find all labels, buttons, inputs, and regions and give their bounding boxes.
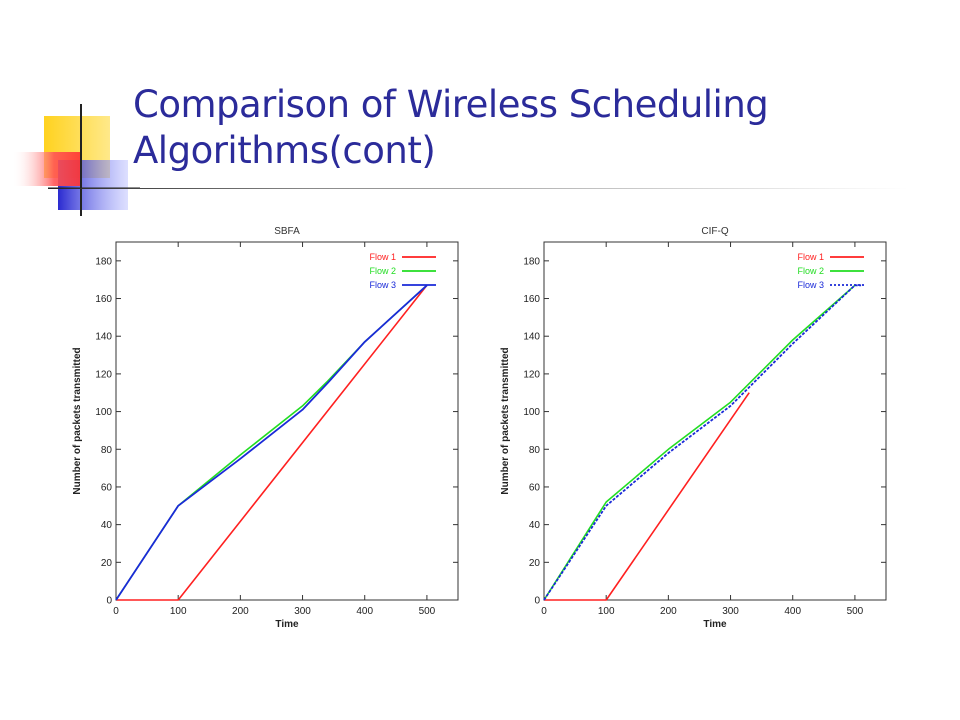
x-axis-label: Time <box>275 619 299 630</box>
y-tick-label: 80 <box>101 445 113 456</box>
y-tick-label: 40 <box>529 520 541 531</box>
plot-frame <box>543 241 887 601</box>
y-tick-label: 180 <box>523 256 540 267</box>
chart-svg: SBFA 0 20 40 60 80 100 120 140 160 180 0 100 200 300 40… <box>72 226 459 630</box>
series-line-flow-1 <box>544 392 750 601</box>
x-axis-label: Time <box>703 619 727 630</box>
deco-red-bar <box>12 152 82 186</box>
chart-svg: CIF-Q 0 20 40 60 80 100 120 140 160 180 0 100 200 300 4… <box>500 226 887 630</box>
x-tick-label: 100 <box>598 606 615 617</box>
y-tick-label: 160 <box>523 294 540 305</box>
y-tick-label: 80 <box>529 445 541 456</box>
x-tick-label: 500 <box>419 606 436 617</box>
y-tick-label: 0 <box>106 596 112 607</box>
y-tick-label: 20 <box>101 558 113 569</box>
y-tick-label: 120 <box>95 369 112 380</box>
x-tick-label: 400 <box>784 606 801 617</box>
x-tick-label: 0 <box>113 606 119 617</box>
x-tick-label: 100 <box>170 606 187 617</box>
y-tick-label: 140 <box>95 332 112 343</box>
x-tick-label: 300 <box>294 606 311 617</box>
legend-label: Flow 1 <box>797 252 824 262</box>
x-tick-label: 300 <box>722 606 739 617</box>
y-tick-label: 60 <box>529 482 541 493</box>
x-tick-label: 200 <box>660 606 677 617</box>
y-tick-label: 0 <box>534 596 540 607</box>
y-tick-label: 40 <box>101 520 113 531</box>
y-tick-label: 100 <box>523 407 540 418</box>
series-line-flow-1 <box>116 284 428 601</box>
y-tick-label: 100 <box>95 407 112 418</box>
x-tick-label: 200 <box>232 606 249 617</box>
y-tick-label: 120 <box>523 369 540 380</box>
chart-sbfa: SBFA 0 20 40 60 80 100 120 140 160 180 0 100 200 300 40… <box>68 214 468 644</box>
legend-label: Flow 2 <box>797 266 824 276</box>
chart-title: CIF-Q <box>701 226 728 237</box>
y-tick-label: 180 <box>95 256 112 267</box>
legend-label: Flow 3 <box>797 280 824 290</box>
series-line-flow-3 <box>115 284 428 601</box>
slide-title: Comparison of Wireless Scheduling Algori… <box>133 83 769 172</box>
x-tick-label: 400 <box>356 606 373 617</box>
title-underline <box>48 188 908 189</box>
y-tick-label: 20 <box>529 558 541 569</box>
legend-label: Flow 3 <box>369 280 396 290</box>
y-axis-label: Number of packets transmitted <box>500 347 511 494</box>
decorative-squares <box>12 104 140 216</box>
legend-label: Flow 2 <box>369 266 396 276</box>
series-line-flow-2 <box>543 284 856 601</box>
legend-label: Flow 1 <box>369 252 396 262</box>
y-axis-label: Number of packets transmitted <box>72 347 83 494</box>
chart-cif-q: CIF-Q 0 20 40 60 80 100 120 140 160 180 0 100 200 300 4… <box>496 214 896 644</box>
x-tick-label: 500 <box>847 606 864 617</box>
y-tick-label: 140 <box>523 332 540 343</box>
chart-title: SBFA <box>274 226 300 237</box>
y-tick-label: 160 <box>95 294 112 305</box>
y-tick-label: 60 <box>101 482 113 493</box>
x-tick-label: 0 <box>541 606 547 617</box>
